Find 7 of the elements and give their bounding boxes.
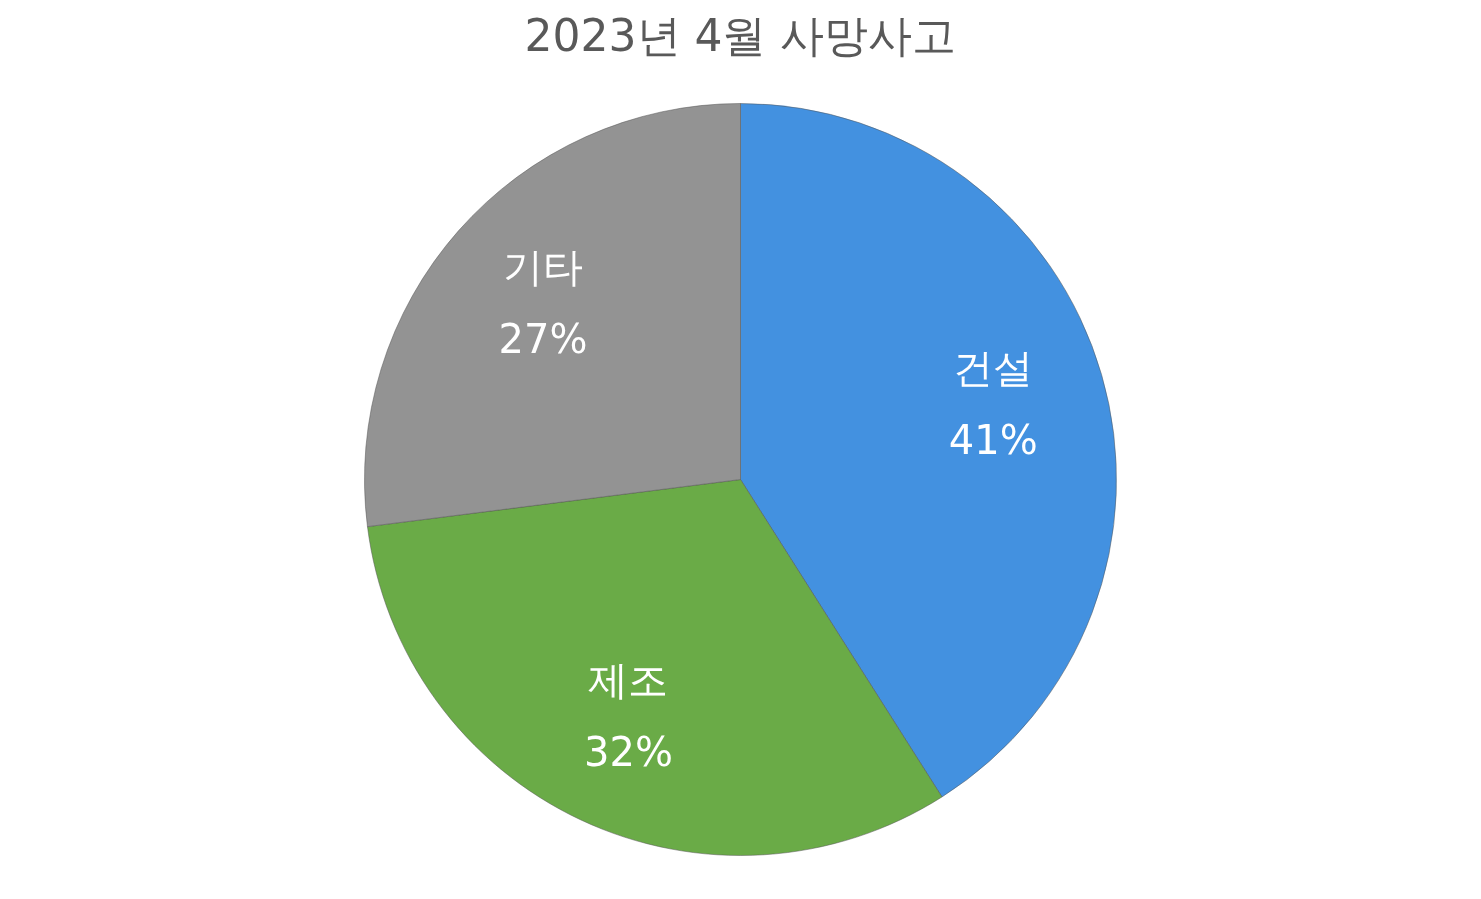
data-label: 41% bbox=[948, 417, 1038, 464]
chart-title: 2023년 4월 사망사고 bbox=[524, 10, 957, 61]
data-label: 32% bbox=[583, 728, 673, 775]
data-label: 27% bbox=[498, 316, 588, 363]
slice-label: 건설 bbox=[953, 345, 1034, 392]
slice-label: 제조 bbox=[588, 656, 669, 703]
slice-label: 기타 bbox=[503, 244, 584, 291]
